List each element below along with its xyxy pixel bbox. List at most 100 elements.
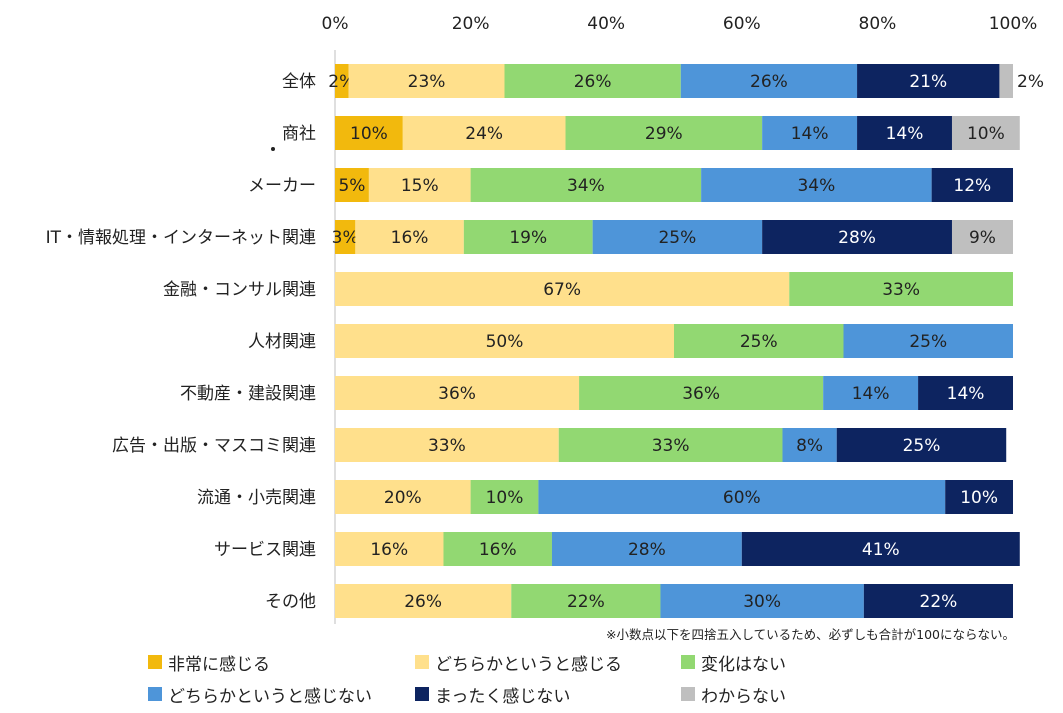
data-label: 26%	[574, 72, 612, 92]
data-label: 8%	[796, 436, 823, 456]
bar-segment	[823, 376, 919, 410]
bar-segment	[592, 220, 763, 254]
data-label: 26%	[404, 592, 442, 612]
legend-swatch	[681, 687, 695, 701]
bar-segment	[918, 376, 1013, 410]
bar-segment	[335, 64, 349, 98]
bar-segment	[511, 584, 661, 618]
data-label: 30%	[743, 592, 781, 612]
bar-segment	[951, 116, 1020, 150]
bar-segment	[931, 168, 1013, 202]
legend-label: わからない	[701, 686, 786, 707]
category-label: 商社	[282, 124, 316, 144]
category-label: IT・情報処理・インターネット関連	[46, 228, 316, 248]
data-label: 2%	[1017, 72, 1044, 92]
x-tick-label: 0%	[322, 14, 349, 34]
data-label: 41%	[862, 540, 900, 560]
data-label: 33%	[882, 280, 920, 300]
bar-segment	[402, 116, 566, 150]
bar-segment	[782, 428, 837, 462]
data-label: 16%	[479, 540, 517, 560]
legend-item: まったく感じない	[415, 683, 570, 707]
bar-segment	[558, 428, 783, 462]
bar-segment	[355, 220, 464, 254]
stray-dot	[271, 147, 275, 151]
data-label: 14%	[886, 124, 924, 144]
bar-segment	[335, 324, 674, 358]
data-label: 67%	[543, 280, 581, 300]
data-label: 10%	[486, 488, 524, 508]
legend-swatch	[415, 655, 429, 669]
bar-segment	[789, 272, 1013, 306]
data-label: 10%	[960, 488, 998, 508]
data-label: 25%	[903, 436, 941, 456]
legend-swatch	[148, 655, 162, 669]
bar-segment	[335, 168, 369, 202]
data-label: 26%	[750, 72, 788, 92]
data-label: 34%	[797, 176, 835, 196]
bar-segment	[701, 168, 932, 202]
bar-segment	[335, 584, 512, 618]
bar-segment	[335, 428, 559, 462]
category-label: 人材関連	[248, 332, 316, 352]
category-label: その他	[265, 592, 316, 612]
data-label: 25%	[740, 332, 778, 352]
data-label: 21%	[909, 72, 947, 92]
bar-segment	[368, 168, 471, 202]
data-label: 14%	[791, 124, 829, 144]
category-label: 全体	[282, 72, 316, 92]
bar-segment	[463, 220, 593, 254]
legend-item: 非常に感じる	[148, 651, 270, 675]
legend-label: どちらかというと感じない	[168, 686, 372, 707]
bar-segment	[335, 532, 444, 566]
bar-segment	[335, 480, 471, 514]
bar-segment	[579, 376, 824, 410]
data-label: 22%	[920, 592, 958, 612]
bar-segment	[843, 324, 1013, 358]
bar-segment	[857, 116, 952, 150]
category-label: サービス関連	[214, 540, 316, 560]
bar-segment	[945, 480, 1013, 514]
category-label: 金融・コンサル関連	[163, 280, 316, 300]
x-tick-label: 100%	[989, 14, 1038, 34]
data-label: 60%	[723, 488, 761, 508]
data-label: 5%	[338, 176, 365, 196]
x-tick-label: 20%	[452, 14, 490, 34]
bar-segment	[565, 116, 763, 150]
data-label: 34%	[567, 176, 605, 196]
rounding-note: ※小数点以下を四捨五入しているため、必ずしも合計が100にならない。	[606, 627, 1015, 642]
bar-segment	[836, 428, 1007, 462]
legend-swatch	[681, 655, 695, 669]
data-label: 3%	[332, 228, 359, 248]
data-label: 16%	[391, 228, 429, 248]
data-label: 14%	[852, 384, 890, 404]
legend-label: 変化はない	[701, 654, 786, 675]
data-label: 14%	[947, 384, 985, 404]
data-label: 25%	[909, 332, 947, 352]
data-label: 36%	[682, 384, 720, 404]
data-label: 15%	[401, 176, 439, 196]
bar-segment	[470, 168, 702, 202]
data-label: 28%	[838, 228, 876, 248]
category-label: 広告・出版・マスコミ関連	[112, 436, 316, 456]
bar-segment	[762, 220, 952, 254]
data-label: 23%	[408, 72, 446, 92]
bar-segment	[863, 584, 1013, 618]
data-label: 33%	[652, 436, 690, 456]
category-label: 流通・小売関連	[197, 488, 316, 508]
bar-segment	[504, 64, 681, 98]
x-tick-label: 40%	[587, 14, 625, 34]
legend-item: どちらかというと感じない	[148, 683, 372, 707]
legend-item: どちらかというと感じる	[415, 651, 622, 675]
x-tick-label: 60%	[723, 14, 761, 34]
bar-segment	[335, 116, 403, 150]
bar-segment	[335, 376, 580, 410]
data-label: 50%	[486, 332, 524, 352]
data-label: 25%	[658, 228, 696, 248]
data-label: 9%	[969, 228, 996, 248]
data-label: 19%	[509, 228, 547, 248]
legend-label: どちらかというと感じる	[435, 654, 622, 675]
bar-segment	[951, 220, 1013, 254]
legend-swatch	[415, 687, 429, 701]
